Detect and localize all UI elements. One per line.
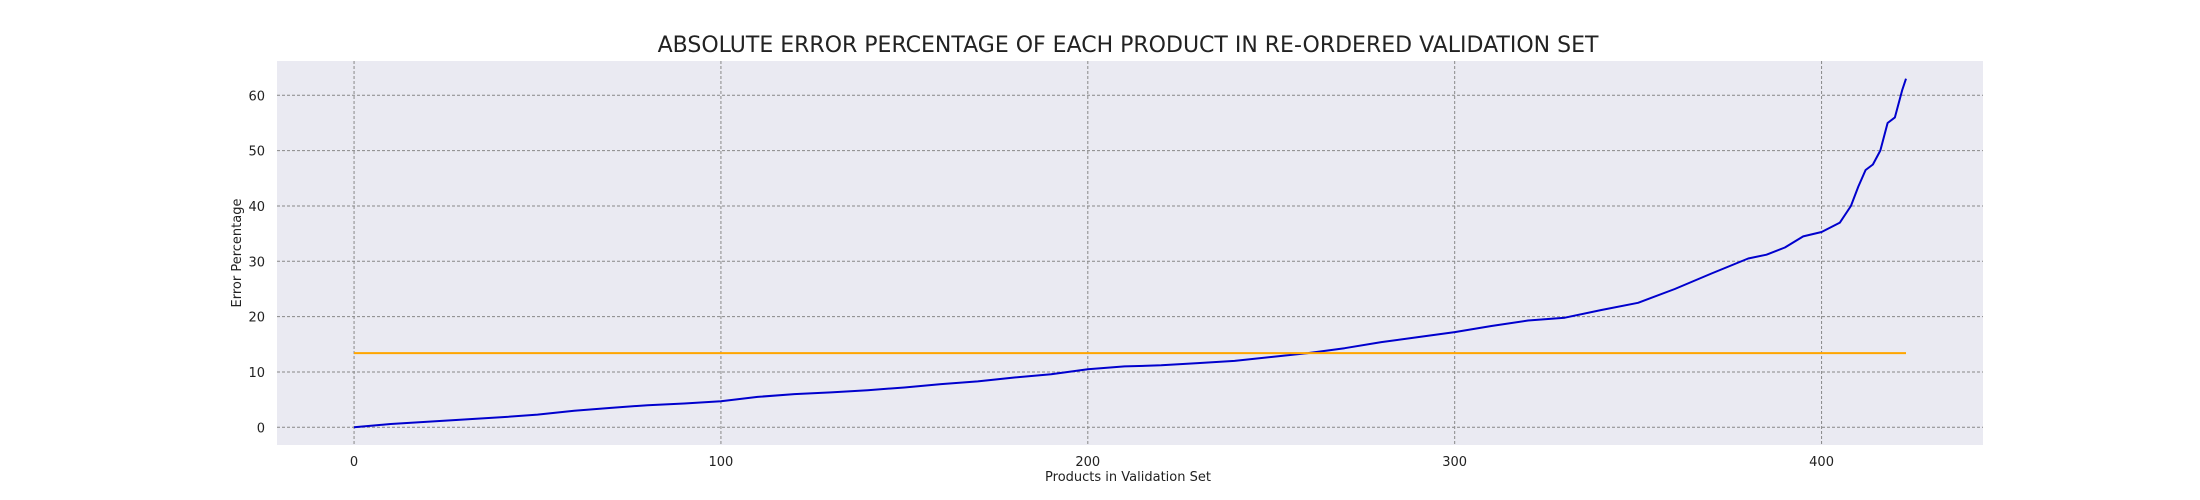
grid — [277, 61, 1983, 445]
x-tick-label: 100 — [709, 455, 734, 470]
x-tick-label: 200 — [1075, 455, 1100, 470]
plot-area — [277, 61, 1983, 445]
x-tick-label: 0 — [350, 455, 358, 470]
y-tick-label: 50 — [248, 145, 265, 160]
x-axis-label: Products in Validation Set — [1045, 470, 1211, 485]
y-axis-ticks: 0 10 20 30 40 50 60 — [248, 89, 265, 436]
chart-title: ABSOLUTE ERROR PERCENTAGE OF EACH PRODUC… — [658, 33, 1599, 58]
series-group — [353, 78, 1907, 429]
x-tick-label: 400 — [1809, 455, 1834, 470]
error-percentage-line — [353, 78, 1907, 429]
y-tick-label: 0 — [257, 421, 265, 436]
y-tick-label: 40 — [248, 200, 265, 215]
x-tick-label: 300 — [1442, 455, 1467, 470]
y-tick-label: 60 — [248, 89, 265, 104]
y-axis-label: Error Percentage — [230, 199, 245, 308]
y-tick-label: 20 — [248, 311, 265, 326]
x-axis-ticks: 0 100 200 300 400 — [350, 455, 1834, 470]
y-tick-label: 10 — [248, 366, 265, 381]
y-tick-label: 30 — [248, 255, 265, 270]
